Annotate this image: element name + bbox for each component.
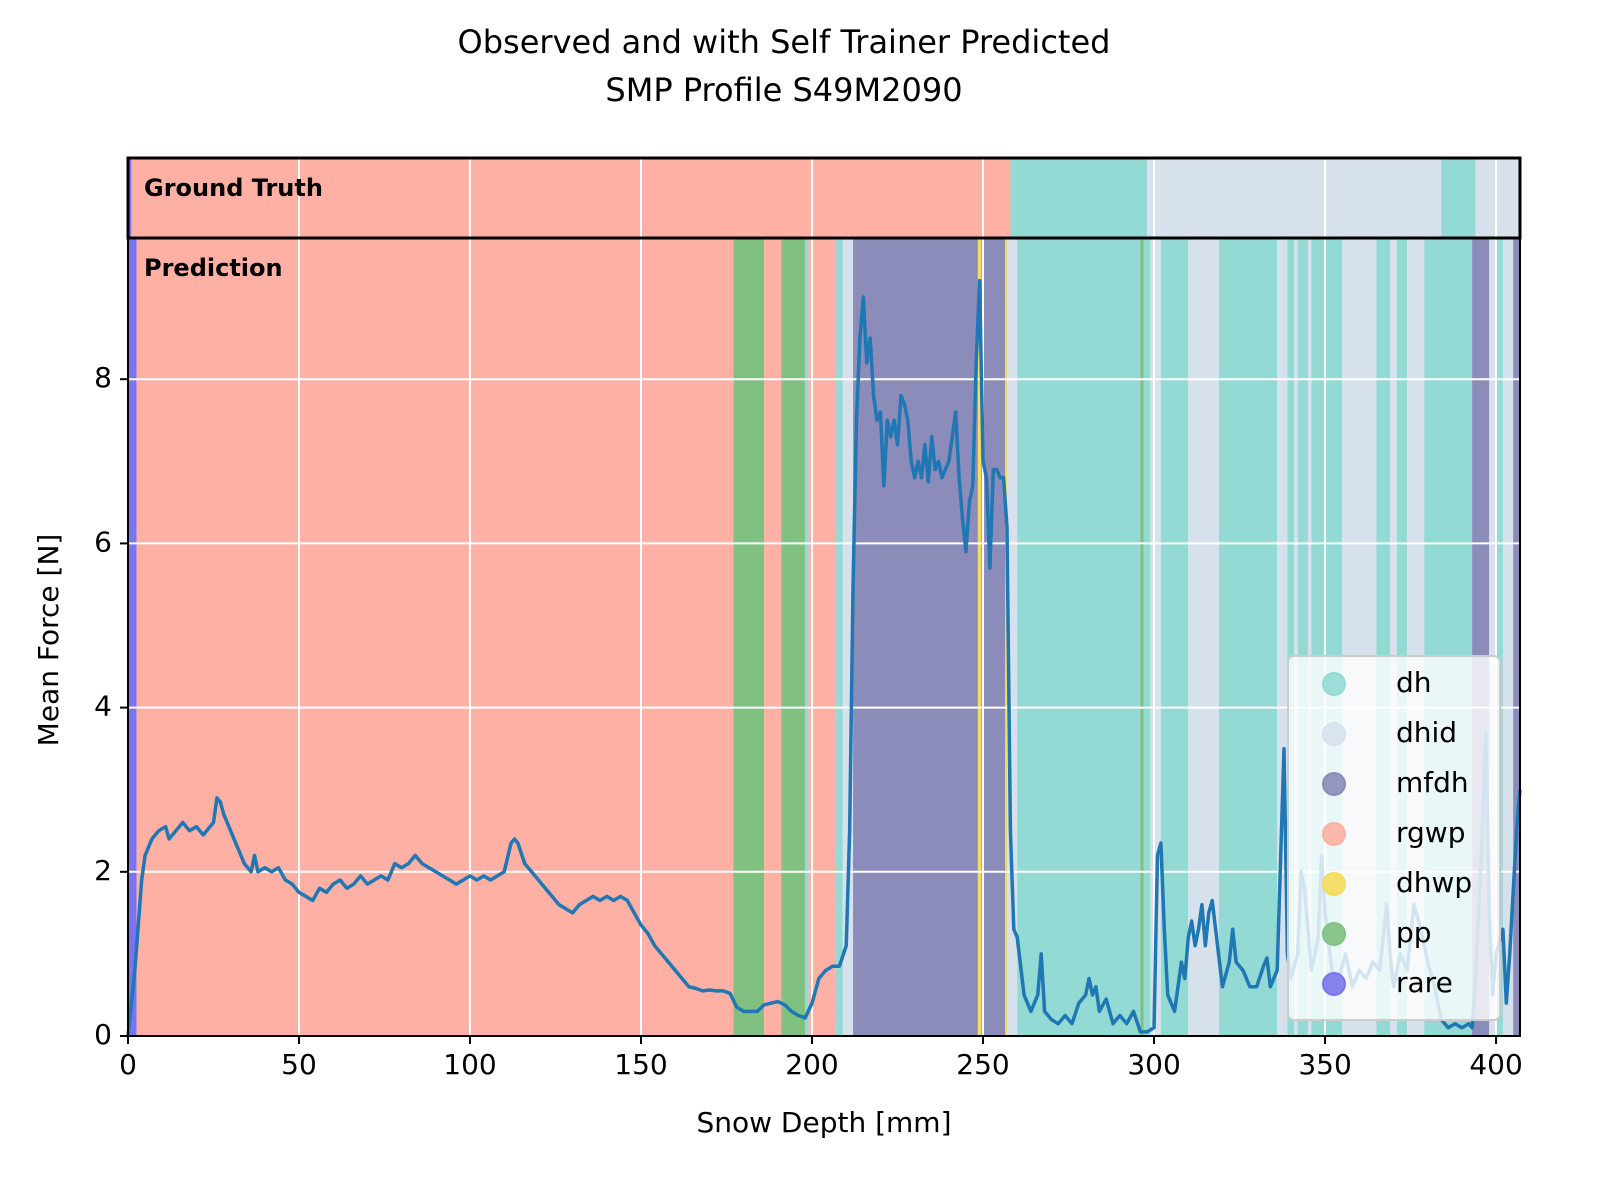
segment [1297,238,1308,1036]
segment [1441,158,1476,238]
segment [805,238,809,1036]
segment [131,158,1011,238]
segment [1502,238,1514,1036]
legend-marker [1322,872,1346,896]
segment [1396,238,1408,1036]
legend-label: dh [1396,666,1432,699]
segment [1140,238,1144,1036]
legend-label: rgwp [1396,816,1465,849]
segment [842,238,854,1036]
segment [1277,238,1288,1036]
segment [1150,238,1161,1036]
segment [128,158,132,238]
segment [1489,238,1497,1036]
segment [1143,238,1151,1036]
y-tick-label: 0 [94,1018,112,1051]
x-tick-label: 250 [956,1048,1009,1081]
segment [1496,238,1503,1036]
y-tick-label: 6 [94,525,112,558]
segment [1010,158,1148,238]
segment [764,238,782,1036]
legend-marker [1322,772,1346,796]
y-axis-label: Mean Force [N] [32,534,65,747]
x-tick-label: 0 [119,1048,137,1081]
x-tick-label: 200 [785,1048,838,1081]
segment [136,238,734,1036]
x-tick-label: 50 [281,1048,317,1081]
segment [808,238,836,1036]
segment [1287,238,1295,1036]
segment [1147,158,1442,238]
legend-label: rare [1396,966,1453,999]
legend-label: dhid [1396,716,1457,749]
segment [1219,238,1278,1036]
band-label: Ground Truth [144,174,323,202]
x-tick-label: 300 [1127,1048,1180,1081]
segment [1390,238,1397,1036]
legend-marker [1322,922,1346,946]
x-tick-label: 150 [614,1048,667,1081]
segment [781,238,806,1036]
segment [1005,238,1007,1036]
legend-marker [1322,722,1346,746]
segment [1006,238,1018,1036]
y-tick-label: 8 [94,361,112,394]
segment [1513,238,1520,1036]
segment [1475,158,1520,238]
legend-box [1287,655,1501,1021]
segment [1160,238,1189,1036]
legend-label: dhwp [1396,866,1472,899]
band-label: Prediction [144,254,283,282]
segment [1307,238,1312,1036]
segment [128,238,137,1036]
x-tick-label: 350 [1298,1048,1351,1081]
segment [733,238,765,1036]
legend-label: pp [1396,916,1432,949]
x-tick-label: 100 [443,1048,496,1081]
segment [981,238,1006,1036]
legend-marker [1322,822,1346,846]
chart-title: Observed and with Self Trainer Predicted [458,23,1111,61]
x-tick-label: 400 [1469,1048,1522,1081]
x-axis-label: Snow Depth [mm] [696,1106,951,1139]
y-tick-label: 2 [94,854,112,887]
segment [1017,238,1141,1036]
segment [977,238,982,1036]
chart-title: SMP Profile S49M2090 [605,71,962,109]
segment [1294,238,1298,1036]
y-tick-label: 4 [94,690,112,723]
legend-marker [1322,672,1346,696]
legend-marker [1322,972,1346,996]
legend-label: mfdh [1396,766,1469,799]
ground-truth-frame [126,156,1522,240]
segment [835,238,843,1036]
legend: dh dhid mfdh rgwp dhwp pp rare [1287,655,1501,1021]
